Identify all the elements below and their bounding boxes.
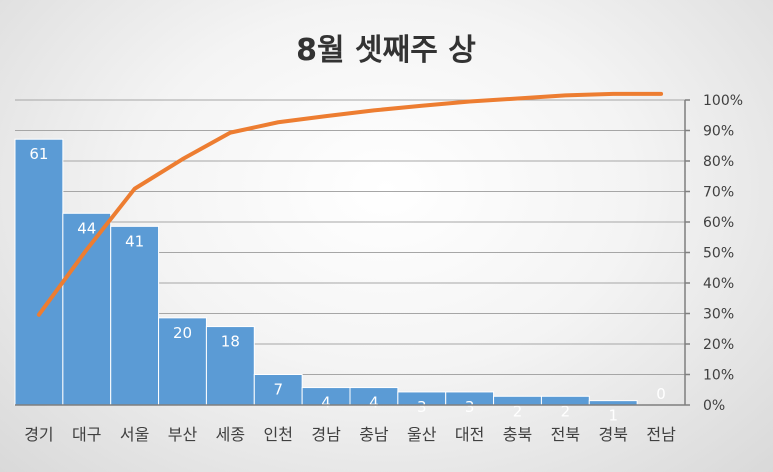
right-axis-tick-label: 60% xyxy=(703,215,734,231)
right-axis-tick-label: 100% xyxy=(703,93,743,109)
bar-value-label: 18 xyxy=(221,333,240,351)
chart-title: 8월 셋째주 상 xyxy=(296,33,476,68)
bars xyxy=(14,138,638,406)
category-label: 경기 xyxy=(24,425,53,444)
right-axis-tick-label: 90% xyxy=(703,124,734,140)
bar-value-label: 2 xyxy=(561,402,571,420)
bar-value-label: 7 xyxy=(273,381,283,399)
bar-value-label: 2 xyxy=(513,402,523,420)
category-label: 대구 xyxy=(72,425,101,444)
bar-value-label: 61 xyxy=(29,145,48,163)
bar-세종 xyxy=(205,326,255,406)
category-label: 대전 xyxy=(455,425,484,444)
category-label: 경북 xyxy=(598,425,627,444)
bar-대구 xyxy=(62,212,112,406)
category-labels: 경기 대구 서울 부산 세종 인천 경남 충남 울산 대전 충북 전북 경북 전남 xyxy=(24,425,676,444)
cumulative-line xyxy=(36,91,664,317)
right-axis-tick-label: 30% xyxy=(703,307,734,323)
bar-value-label: 4 xyxy=(321,394,331,412)
right-axis-tick-label: 50% xyxy=(703,246,734,262)
category-label: 경남 xyxy=(311,425,341,444)
bar-value-label: 1 xyxy=(608,407,618,425)
right-axis-tick-label: 20% xyxy=(703,337,734,353)
cumulative-line-layer xyxy=(36,91,664,317)
category-label: 부산 xyxy=(168,425,198,444)
bar-value-label: 20 xyxy=(173,324,192,342)
bar-value-label: 41 xyxy=(125,232,144,250)
right-axis-ticks: 0% 10% 20% 30% 40% 50% 60% 70% 80% 90% 100% xyxy=(703,93,743,414)
category-label: 전북 xyxy=(551,425,580,444)
category-label: 세종 xyxy=(216,425,245,444)
category-label: 서울 xyxy=(120,425,149,444)
category-label: 인천 xyxy=(263,425,292,444)
bar-서울 xyxy=(110,225,160,406)
bar-경기 xyxy=(14,138,64,406)
category-label: 충북 xyxy=(503,425,532,444)
right-axis-tick-label: 40% xyxy=(703,276,734,292)
bar-value-label: 3 xyxy=(465,398,475,416)
bar-value-label: 3 xyxy=(417,398,427,416)
right-axis-tick-label: 10% xyxy=(703,368,734,384)
axes xyxy=(15,99,690,406)
bar-value-label: 44 xyxy=(77,219,96,237)
bar-value-label: 4 xyxy=(369,394,379,412)
right-axis-tick-label: 70% xyxy=(703,185,734,201)
right-axis-tick-label: 80% xyxy=(703,154,734,170)
category-label: 울산 xyxy=(407,425,437,444)
right-axis-tick-label: 0% xyxy=(703,398,725,414)
category-label: 전남 xyxy=(646,425,676,444)
bar-value-label: 0 xyxy=(656,385,666,403)
category-label: 충남 xyxy=(359,425,389,444)
